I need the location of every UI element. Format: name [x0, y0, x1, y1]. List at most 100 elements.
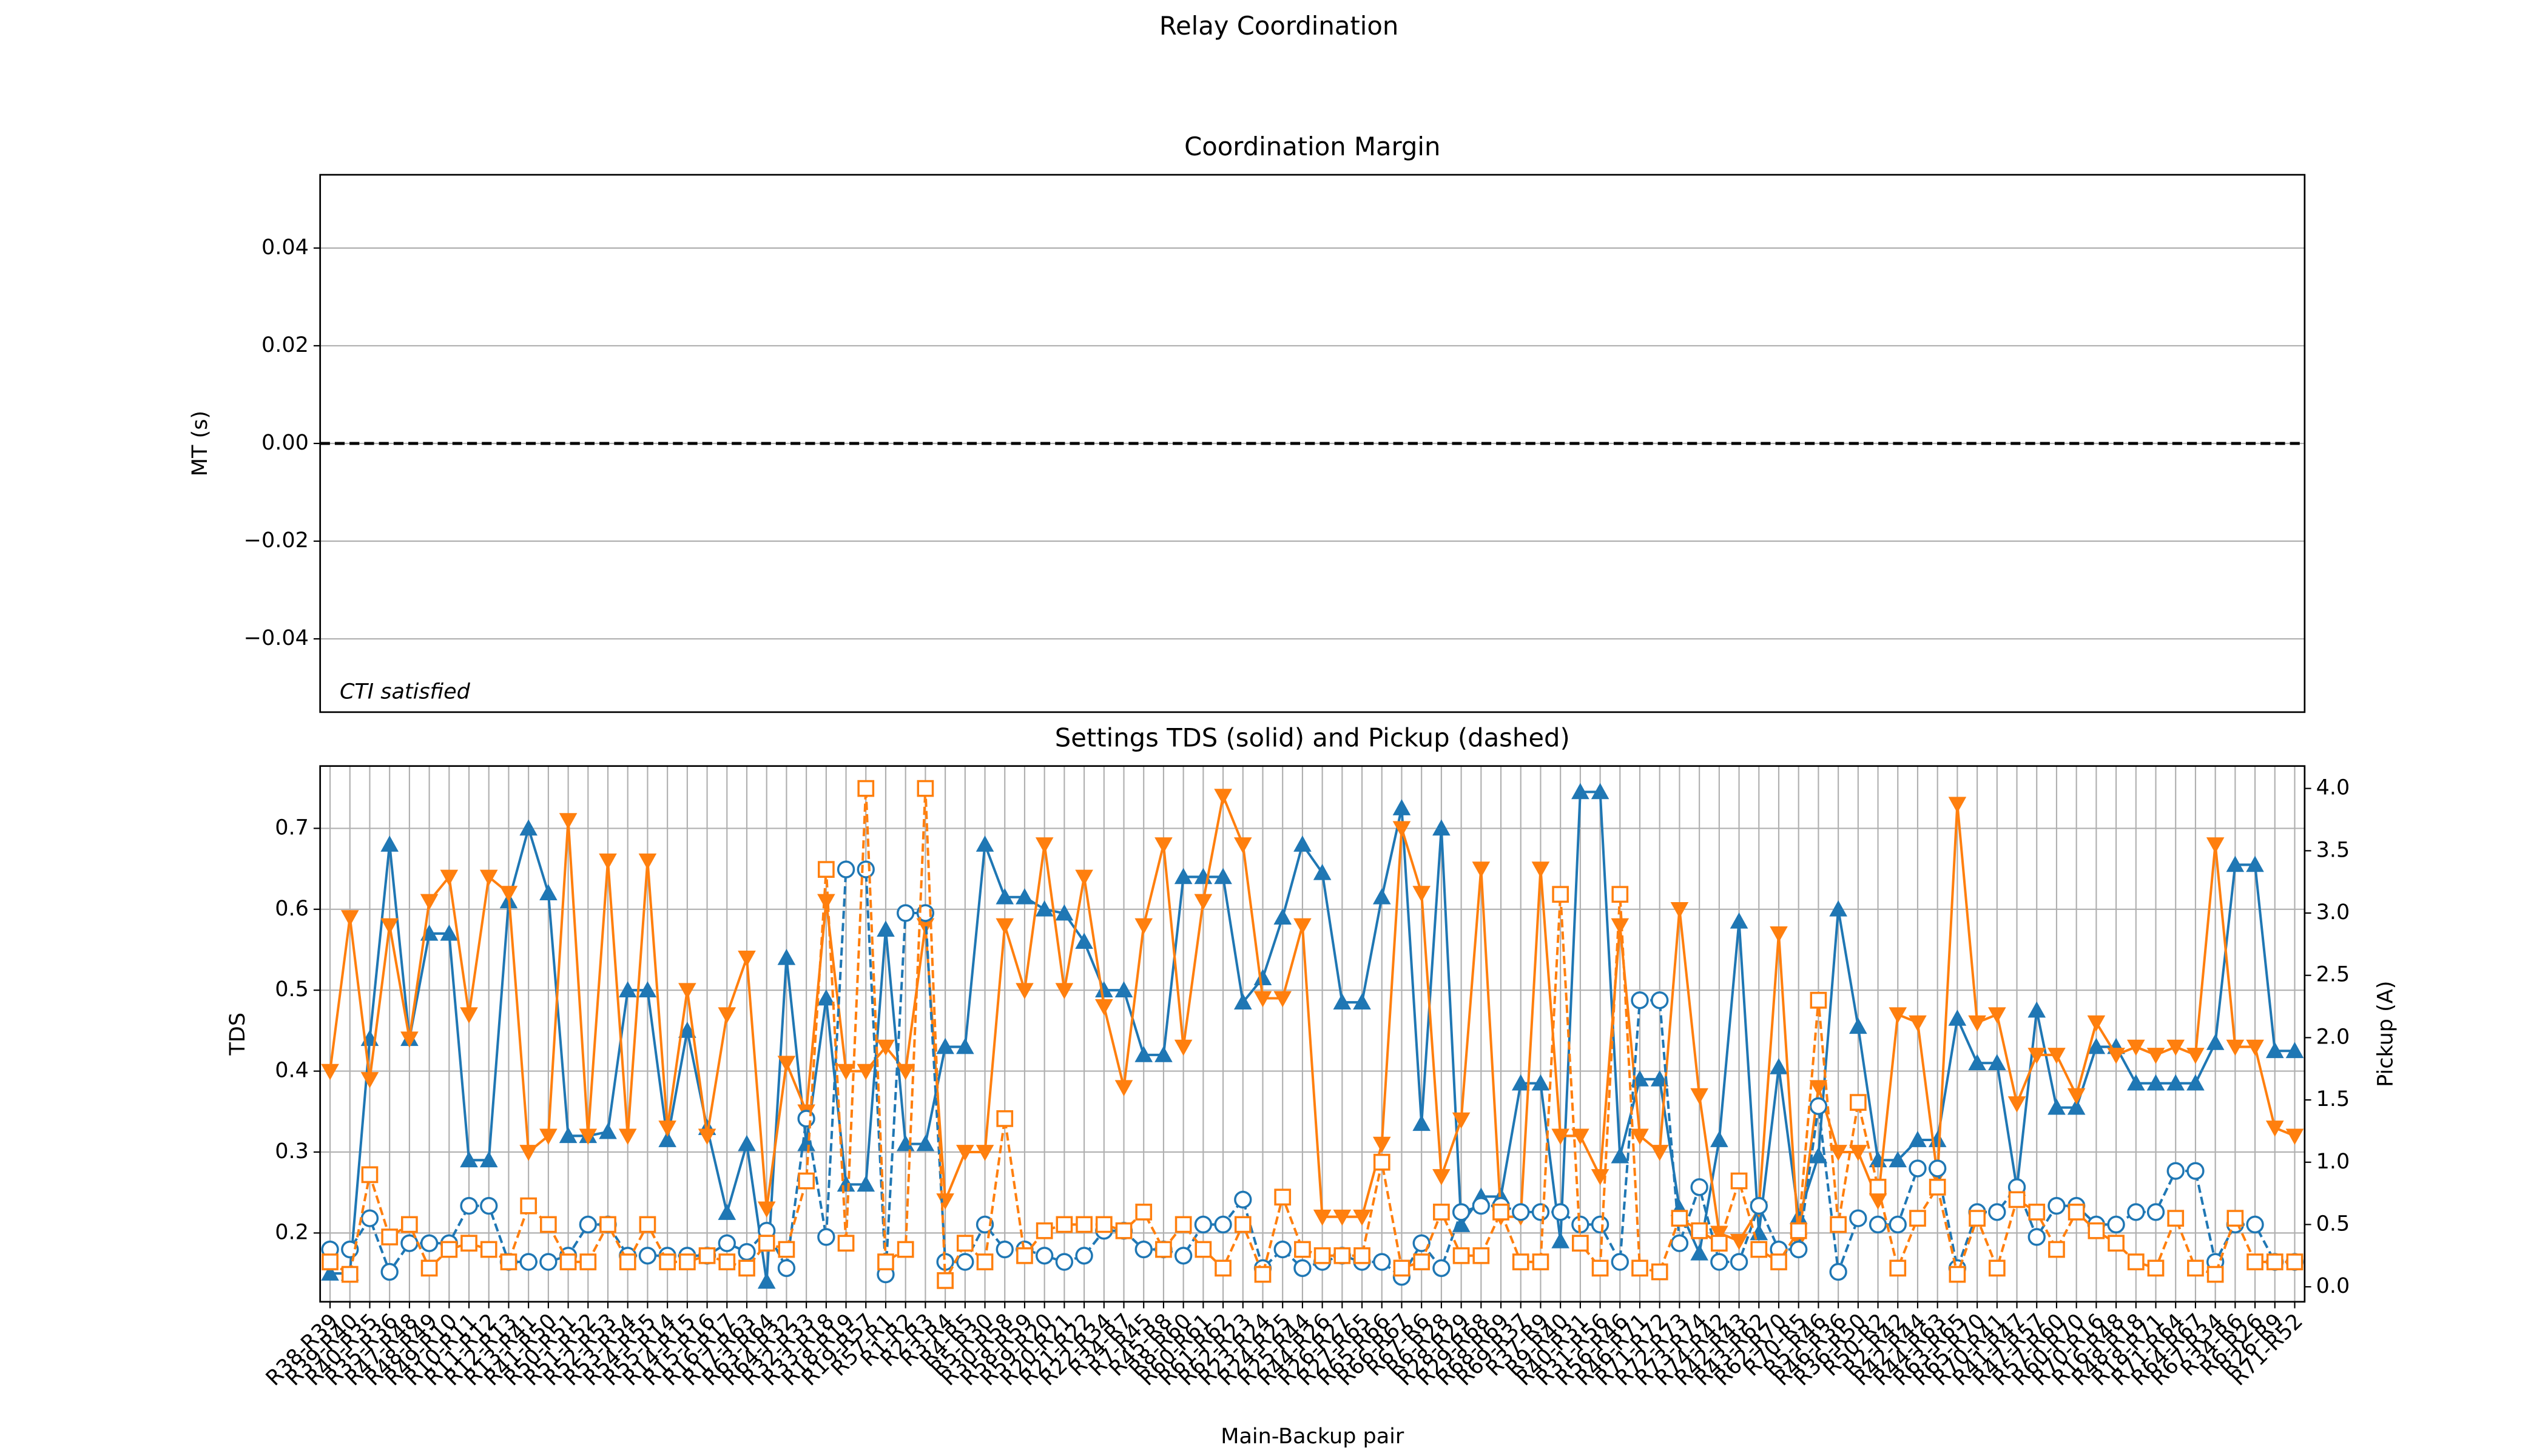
marker — [420, 894, 439, 911]
marker — [2167, 1210, 2185, 1227]
marker — [1770, 926, 1788, 943]
marker — [599, 1122, 617, 1139]
marker — [1929, 1178, 1946, 1196]
series — [321, 783, 2304, 1289]
marker — [1055, 904, 1074, 921]
marker — [976, 1253, 994, 1270]
marker — [2147, 1259, 2165, 1277]
marker — [579, 1215, 597, 1234]
marker — [321, 1264, 339, 1281]
marker — [1233, 993, 1252, 1010]
marker — [896, 1134, 915, 1151]
marker — [1095, 1216, 1113, 1233]
marker — [1076, 1216, 1093, 1233]
marker — [777, 1259, 796, 1277]
marker — [2206, 1034, 2225, 1050]
marker — [1571, 1128, 1589, 1145]
marker — [2088, 1222, 2105, 1239]
marker — [2166, 1039, 2185, 1056]
marker — [1294, 1241, 1311, 1258]
marker — [897, 904, 915, 922]
marker — [916, 1134, 935, 1151]
y-axis-label: MT (s) — [188, 411, 212, 476]
marker — [798, 1172, 815, 1190]
marker — [956, 1253, 974, 1271]
marker — [499, 886, 518, 902]
marker — [1611, 1253, 1629, 1271]
marker — [1730, 1172, 1748, 1190]
marker — [757, 1201, 776, 1218]
marker — [1174, 1039, 1193, 1056]
marker — [2107, 1215, 2125, 1234]
marker — [1293, 918, 1312, 935]
axes-title: Settings TDS (solid) and Pickup (dashed) — [1055, 723, 1570, 753]
marker — [2007, 1096, 2026, 1113]
marker — [2186, 1048, 2205, 1064]
y-tick-label: 0.00 — [261, 431, 309, 455]
marker — [1155, 1241, 1172, 1258]
marker — [1392, 799, 1411, 815]
marker — [1174, 868, 1193, 885]
marker — [1889, 1007, 1907, 1024]
marker — [2048, 1098, 2066, 1115]
marker — [1313, 1247, 1331, 1264]
marker — [1948, 797, 1967, 814]
marker — [2048, 1196, 2066, 1215]
y2-tick-label: 3.5 — [2316, 838, 2350, 862]
marker — [956, 1037, 974, 1054]
marker — [1472, 1247, 1490, 1264]
marker — [2146, 1203, 2165, 1221]
marker — [1094, 999, 1113, 1016]
marker — [698, 1128, 716, 1145]
marker — [1690, 1088, 1708, 1105]
marker — [2226, 855, 2245, 872]
marker — [2146, 1048, 2165, 1064]
marker — [1730, 1233, 1748, 1250]
marker — [1233, 837, 1252, 854]
marker — [1511, 1074, 1530, 1091]
marker — [996, 1240, 1014, 1259]
marker — [1175, 1216, 1192, 1233]
marker — [777, 949, 796, 965]
marker — [1512, 1203, 1530, 1221]
marker — [1055, 1253, 1074, 1271]
x-axis-label: Main-Backup pair — [1221, 1424, 1404, 1449]
marker — [599, 1216, 616, 1233]
marker — [1829, 1145, 1847, 1161]
marker — [380, 1262, 399, 1281]
series-line — [329, 788, 2295, 1286]
marker — [2027, 1048, 2046, 1064]
marker — [718, 1253, 736, 1270]
marker — [996, 1110, 1014, 1127]
series — [322, 780, 2304, 1289]
marker — [1710, 1235, 1728, 1252]
marker — [1413, 1253, 1431, 1270]
marker — [976, 1145, 994, 1161]
marker — [380, 918, 399, 935]
marker — [460, 1151, 478, 1168]
marker — [1412, 1114, 1431, 1131]
marker — [1572, 1235, 1589, 1252]
marker — [1730, 1253, 1748, 1271]
marker — [579, 1253, 597, 1270]
marker — [996, 888, 1014, 905]
marker — [1432, 1259, 1451, 1277]
marker — [2027, 1228, 2046, 1246]
marker — [1909, 1015, 1927, 1032]
marker — [1552, 886, 1569, 903]
marker — [1492, 1204, 1509, 1221]
marker — [2107, 1048, 2125, 1064]
marker — [380, 835, 399, 852]
marker — [1234, 1190, 1252, 1209]
marker — [877, 920, 895, 937]
marker — [1551, 1232, 1569, 1249]
marker — [618, 1128, 637, 1145]
axes-frame — [319, 174, 2306, 713]
marker — [2206, 837, 2225, 854]
marker — [2127, 1253, 2145, 1270]
marker — [1591, 1259, 1609, 1277]
marker — [1849, 1094, 1867, 1111]
marker — [2286, 1253, 2304, 1270]
marker — [1889, 1215, 1907, 1234]
